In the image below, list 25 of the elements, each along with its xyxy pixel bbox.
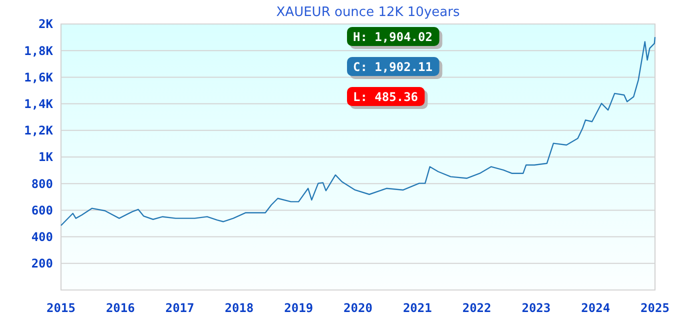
- y-tick-label: 600: [31, 203, 53, 218]
- x-tick-label: 2015: [46, 301, 76, 315]
- y-tick-label: 1,4K: [24, 97, 54, 111]
- annotation: H: 1,904.02: [353, 30, 432, 44]
- x-tick-label: 2018: [224, 301, 254, 315]
- y-tick-label: 1,8K: [24, 44, 54, 58]
- x-tick-label: 2022: [462, 301, 492, 315]
- y-tick-label: 400: [31, 230, 53, 244]
- x-tick-label: 2025: [640, 301, 670, 315]
- y-tick-label: 2K: [38, 17, 54, 32]
- x-tick-label: 2020: [344, 301, 372, 315]
- x-tick-label: 2017: [165, 301, 194, 315]
- y-tick-label: 1K: [38, 150, 54, 164]
- chart-title: XAUEUR ounce 12K 10years: [276, 5, 460, 20]
- x-tick-label: 2024: [581, 301, 610, 315]
- x-tick-label: 2023: [522, 301, 551, 315]
- annotation: L: 485.36: [353, 90, 418, 104]
- y-tick-label: 200: [31, 256, 53, 271]
- annotation: C: 1,902.11: [353, 60, 432, 74]
- y-tick-label: 800: [31, 176, 53, 191]
- x-tick-label: 2019: [284, 301, 314, 315]
- x-tick-label: 2021: [402, 301, 432, 315]
- y-tick-label: 1,6K: [24, 70, 54, 84]
- x-tick-label: 2016: [106, 301, 135, 315]
- y-tick-label: 1,2K: [24, 124, 54, 138]
